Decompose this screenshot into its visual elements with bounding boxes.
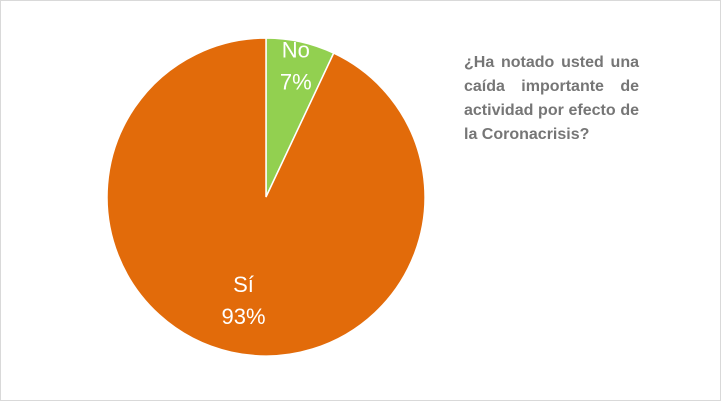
slice-percent-1: 7% (280, 70, 312, 95)
pie-slices (106, 37, 426, 357)
chart-title: ¿Ha notado usted una caída importante de… (464, 54, 639, 143)
pie-slice-2 (106, 37, 426, 357)
slice-label-1: No (282, 38, 310, 63)
slice-label-2: Sí (233, 272, 254, 297)
slice-percent-2: 93% (221, 304, 265, 329)
pie-labels: No 7% Sí 93% (221, 38, 311, 329)
